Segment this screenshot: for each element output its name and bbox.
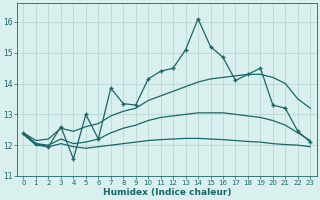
X-axis label: Humidex (Indice chaleur): Humidex (Indice chaleur) bbox=[103, 188, 231, 197]
